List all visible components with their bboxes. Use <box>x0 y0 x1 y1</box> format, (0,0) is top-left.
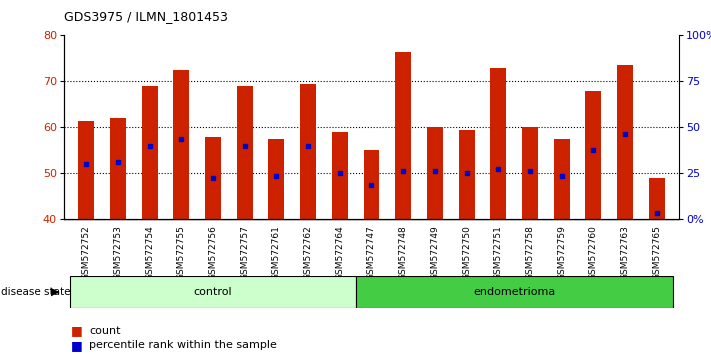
Bar <box>585 91 602 219</box>
Bar <box>237 86 252 219</box>
Text: GSM572756: GSM572756 <box>208 225 218 280</box>
Bar <box>649 178 665 219</box>
Bar <box>554 139 570 219</box>
Bar <box>110 118 126 219</box>
Text: ▶: ▶ <box>51 287 60 297</box>
Text: GSM572759: GSM572759 <box>557 225 566 280</box>
Bar <box>363 150 380 219</box>
Bar <box>141 86 158 219</box>
Text: GSM572763: GSM572763 <box>621 225 630 280</box>
Text: GSM572757: GSM572757 <box>240 225 249 280</box>
Text: GSM572755: GSM572755 <box>177 225 186 280</box>
Text: count: count <box>89 326 120 336</box>
Text: GSM572749: GSM572749 <box>430 225 439 280</box>
Bar <box>491 68 506 219</box>
Text: GSM572764: GSM572764 <box>336 225 344 280</box>
Bar <box>617 65 633 219</box>
Text: GSM572747: GSM572747 <box>367 225 376 280</box>
Text: GSM572748: GSM572748 <box>399 225 407 280</box>
Bar <box>427 127 443 219</box>
Text: percentile rank within the sample: percentile rank within the sample <box>89 340 277 350</box>
Text: disease state: disease state <box>1 287 70 297</box>
Bar <box>332 132 348 219</box>
Bar <box>459 130 474 219</box>
Text: endometrioma: endometrioma <box>473 287 555 297</box>
Text: ■: ■ <box>71 339 83 352</box>
Bar <box>300 84 316 219</box>
Text: GSM572750: GSM572750 <box>462 225 471 280</box>
Text: GSM572753: GSM572753 <box>113 225 122 280</box>
Bar <box>522 127 538 219</box>
Text: GSM572761: GSM572761 <box>272 225 281 280</box>
Text: ■: ■ <box>71 325 83 337</box>
Text: GSM572752: GSM572752 <box>82 225 91 280</box>
Bar <box>173 70 189 219</box>
Text: GSM572762: GSM572762 <box>304 225 313 280</box>
Bar <box>78 120 94 219</box>
Bar <box>70 276 356 308</box>
Text: GSM572754: GSM572754 <box>145 225 154 280</box>
Text: control: control <box>193 287 232 297</box>
Text: GSM572758: GSM572758 <box>525 225 535 280</box>
Bar <box>395 51 411 219</box>
Text: GSM572760: GSM572760 <box>589 225 598 280</box>
Bar <box>356 276 673 308</box>
Text: GSM572765: GSM572765 <box>652 225 661 280</box>
Bar <box>205 137 221 219</box>
Text: GDS3975 / ILMN_1801453: GDS3975 / ILMN_1801453 <box>64 10 228 23</box>
Bar <box>269 139 284 219</box>
Text: GSM572751: GSM572751 <box>494 225 503 280</box>
